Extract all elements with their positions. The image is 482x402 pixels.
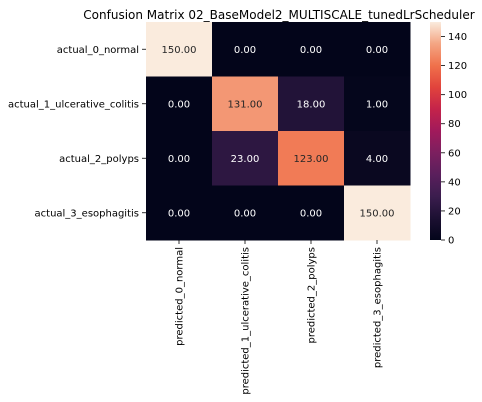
row-tick-label: actual_2_polyps	[59, 154, 139, 165]
colorbar: 0 20 40 60 80 100 120 140	[430, 22, 467, 247]
colorbar-tick-label: 60	[448, 148, 461, 159]
row-tick-label: actual_1_ulcerative_colitis	[8, 99, 139, 110]
cell-value-label: 4.00	[366, 154, 388, 165]
cell-value-label: 0.00	[300, 45, 322, 56]
cell-value-label: 0.00	[168, 99, 190, 110]
heatmap-cell	[212, 22, 279, 77]
colorbar-tick-label: 140	[448, 32, 467, 43]
column-labels: predicted_0_normal predicted_1_ulcerative…	[175, 240, 384, 395]
heatmap-cell	[344, 131, 411, 186]
heatmap-cell	[146, 22, 213, 77]
colorbar-tick-label: 120	[448, 61, 467, 72]
heatmap-cell	[212, 131, 279, 186]
colorbar-tick-label: 0	[448, 236, 454, 247]
column-tick-label: predicted_1_ulcerative_colitis	[241, 247, 252, 395]
heatmap-cell	[146, 76, 213, 132]
cell-value-label: 150.00	[360, 208, 395, 219]
column-tick-label: predicted_0_normal	[175, 247, 186, 346]
heatmap-cell	[146, 131, 213, 186]
colorbar-gradient	[430, 22, 441, 240]
colorbar-tick-label: 80	[448, 119, 461, 130]
chart-title: Confusion Matrix 02_BaseModel2_MULTISCAL…	[83, 8, 474, 22]
cell-value-label: 0.00	[234, 208, 256, 219]
column-tick-label: predicted_3_esophagitis	[373, 247, 384, 368]
colorbar-tick-label: 20	[448, 206, 461, 217]
colorbar-tick-label: 100	[448, 90, 467, 101]
cell-value-label: 0.00	[300, 208, 322, 219]
cell-value-label: 23.00	[231, 154, 260, 165]
cell-value-label: 0.00	[168, 208, 190, 219]
row-tick-label: actual_0_normal	[57, 45, 139, 56]
heatmap-cell	[212, 76, 279, 132]
heatmap-cell	[278, 131, 345, 186]
cell-value-label: 18.00	[297, 99, 326, 110]
cell-value-label: 150.00	[162, 45, 197, 56]
colorbar-ticks: 0 20 40 60 80 100 120 140	[441, 32, 467, 247]
row-tick-label: actual_3_esophagitis	[35, 208, 139, 219]
cell-value-label: 123.00	[294, 154, 329, 165]
heatmap-cell	[344, 185, 411, 241]
heatmap-cells: 150.00 0.00 0.00 0.00 0.00 131.00 18.00 1.00 0.0…	[146, 22, 411, 241]
row-labels: actual_0_normal actual_1_ulcerative_colit…	[8, 45, 146, 219]
heatmap-cell	[344, 76, 411, 132]
heatmap-cell	[278, 76, 345, 132]
cell-value-label: 131.00	[228, 99, 263, 110]
heatmap-cell	[278, 22, 345, 77]
heatmap-cell	[212, 185, 279, 241]
cell-value-label: 1.00	[366, 99, 388, 110]
cell-value-label: 0.00	[168, 154, 190, 165]
cell-value-label: 0.00	[366, 45, 388, 56]
heatmap-cell	[146, 185, 213, 241]
cell-value-label: 0.00	[234, 45, 256, 56]
colorbar-tick-label: 40	[448, 177, 461, 188]
column-tick-label: predicted_2_polyps	[307, 247, 318, 344]
heatmap-cell	[278, 185, 345, 241]
heatmap-cell	[344, 22, 411, 77]
